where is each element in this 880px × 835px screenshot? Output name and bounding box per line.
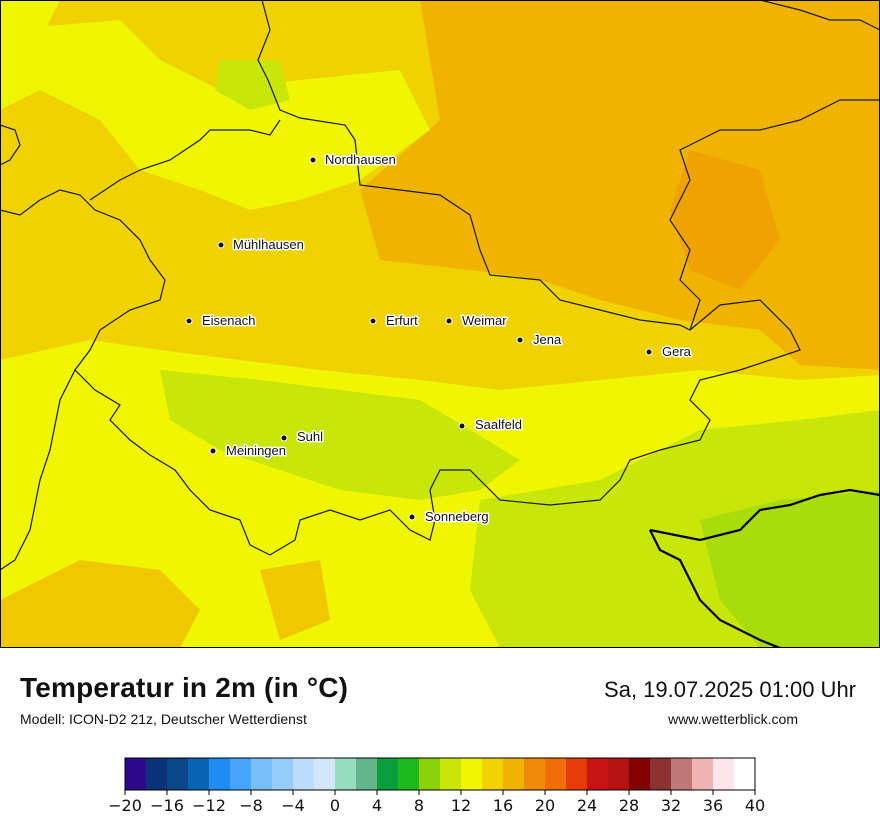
city-sonneberg: Sonneberg: [408, 508, 490, 526]
map-canvas: Nordhausen Mühlhausen Eisenach Erfurt We…: [0, 0, 880, 648]
city-label: Gera: [662, 344, 692, 359]
legend-tick-label: 4: [372, 796, 382, 815]
legend-tick-label: 36: [703, 796, 723, 815]
city-label: Meiningen: [226, 443, 286, 458]
city-label: Saalfeld: [475, 417, 522, 432]
city-markers: Nordhausen Mühlhausen Eisenach Erfurt We…: [185, 151, 693, 526]
city-meiningen: Meiningen: [209, 442, 288, 460]
legend-color-step: [440, 758, 462, 790]
legend-color-step: [587, 758, 609, 790]
legend-color-step: [251, 758, 273, 790]
country-border: [649, 488, 880, 648]
legend-tick-label: 32: [661, 796, 681, 815]
city-jena: Jena: [516, 331, 563, 349]
temperature-field-cool-north: [0, 20, 430, 210]
legend-color-step: [188, 758, 210, 790]
legend-color-step: [398, 758, 420, 790]
color-legend: −20 −16 −12 −8 −4 0 4 8 12 16 20 24 28 32 36 40: [0, 748, 880, 830]
temperature-field-lime-north: [215, 60, 290, 110]
legend-tick-label: −4: [281, 796, 305, 815]
legend-color-step: [524, 758, 546, 790]
legend-color-step: [650, 758, 672, 790]
city-dot: [209, 447, 217, 455]
city-dot: [445, 317, 453, 325]
city-label: Weimar: [462, 313, 507, 328]
legend-color-step: [503, 758, 525, 790]
legend-color-step: [125, 758, 147, 790]
legend-color-step: [608, 758, 630, 790]
city-label: Erfurt: [386, 313, 418, 328]
model-info: Modell: ICON-D2 21z, Deutscher Wetterdie…: [20, 711, 307, 727]
city-dot: [185, 317, 193, 325]
legend-tick-label: 40: [745, 796, 765, 815]
legend-tick-label: 16: [493, 796, 513, 815]
legend-tick-label: 0: [330, 796, 340, 815]
legend-color-step: [671, 758, 693, 790]
legend-color-step: [314, 758, 336, 790]
city-weimar: Weimar: [445, 312, 509, 330]
legend-color-step: [461, 758, 483, 790]
legend-tick-label: −12: [192, 796, 226, 815]
legend-color-step: [482, 758, 504, 790]
temperature-field-patch: [0, 0, 60, 50]
legend-color-step: [209, 758, 231, 790]
legend-color-step: [419, 758, 441, 790]
city-saalfeld: Saalfeld: [458, 416, 523, 434]
legend-color-step: [230, 758, 252, 790]
city-label: Nordhausen: [325, 152, 396, 167]
legend-frame: [124, 757, 756, 791]
map-title: Temperatur in 2m (in °C): [20, 672, 349, 703]
temperature-field-warm-southwest: [0, 560, 200, 648]
city-dot: [408, 513, 416, 521]
legend-color-step: [146, 758, 168, 790]
temperature-map: Nordhausen Mühlhausen Eisenach Erfurt We…: [0, 0, 880, 648]
legend-color-step: [335, 758, 357, 790]
city-dot: [516, 336, 524, 344]
legend-tick-label: 8: [414, 796, 424, 815]
legend-color-step: [377, 758, 399, 790]
city-label: Eisenach: [202, 313, 255, 328]
city-eisenach: Eisenach: [185, 312, 257, 330]
temperature-field-lime-center: [160, 370, 520, 500]
legend-color-step: [167, 758, 189, 790]
forecast-datetime: Sa, 19.07.2025 01:00 Uhr: [604, 677, 856, 702]
city-label: Mühlhausen: [233, 237, 304, 252]
legend-tick-label: −20: [108, 796, 142, 815]
legend-tick-label: 20: [535, 796, 555, 815]
legend-color-step: [566, 758, 588, 790]
city-gera: Gera: [645, 343, 693, 361]
legend-tick-label: 12: [451, 796, 471, 815]
legend-color-step: [629, 758, 651, 790]
temperature-field-warm-patch: [260, 560, 330, 640]
legend-color-step: [545, 758, 567, 790]
city-dot: [458, 422, 466, 430]
legend-color-step: [272, 758, 294, 790]
website-link[interactable]: www.wetterblick.com: [668, 711, 798, 727]
legend-tick-label: 24: [577, 796, 597, 815]
legend-tick-label: 28: [619, 796, 639, 815]
temperature-field-warmest: [670, 150, 780, 290]
city-dot: [217, 241, 225, 249]
city-suhl: Suhl: [280, 428, 325, 446]
city-dot: [280, 434, 288, 442]
legend-color-step: [293, 758, 315, 790]
legend-color-step: [713, 758, 735, 790]
city-nordhausen: Nordhausen: [309, 151, 397, 169]
city-dot: [309, 156, 317, 164]
legend-color-step: [356, 758, 378, 790]
city-dot: [369, 317, 377, 325]
legend-canvas: −20 −16 −12 −8 −4 0 4 8 12 16 20 24 28 32 36 40: [108, 757, 765, 815]
state-borders: [0, 0, 880, 571]
city-label: Suhl: [297, 429, 323, 444]
city-label: Sonneberg: [425, 509, 489, 524]
legend-color-step: [692, 758, 714, 790]
legend-tick-label: −8: [239, 796, 263, 815]
temperature-field-green-southeast: [700, 490, 880, 648]
city-erfurt: Erfurt: [369, 312, 420, 330]
city-label: Jena: [533, 332, 562, 347]
city-muehlhausen: Mühlhausen: [217, 236, 305, 254]
legend-tick-label: −16: [150, 796, 184, 815]
city-dot: [645, 348, 653, 356]
